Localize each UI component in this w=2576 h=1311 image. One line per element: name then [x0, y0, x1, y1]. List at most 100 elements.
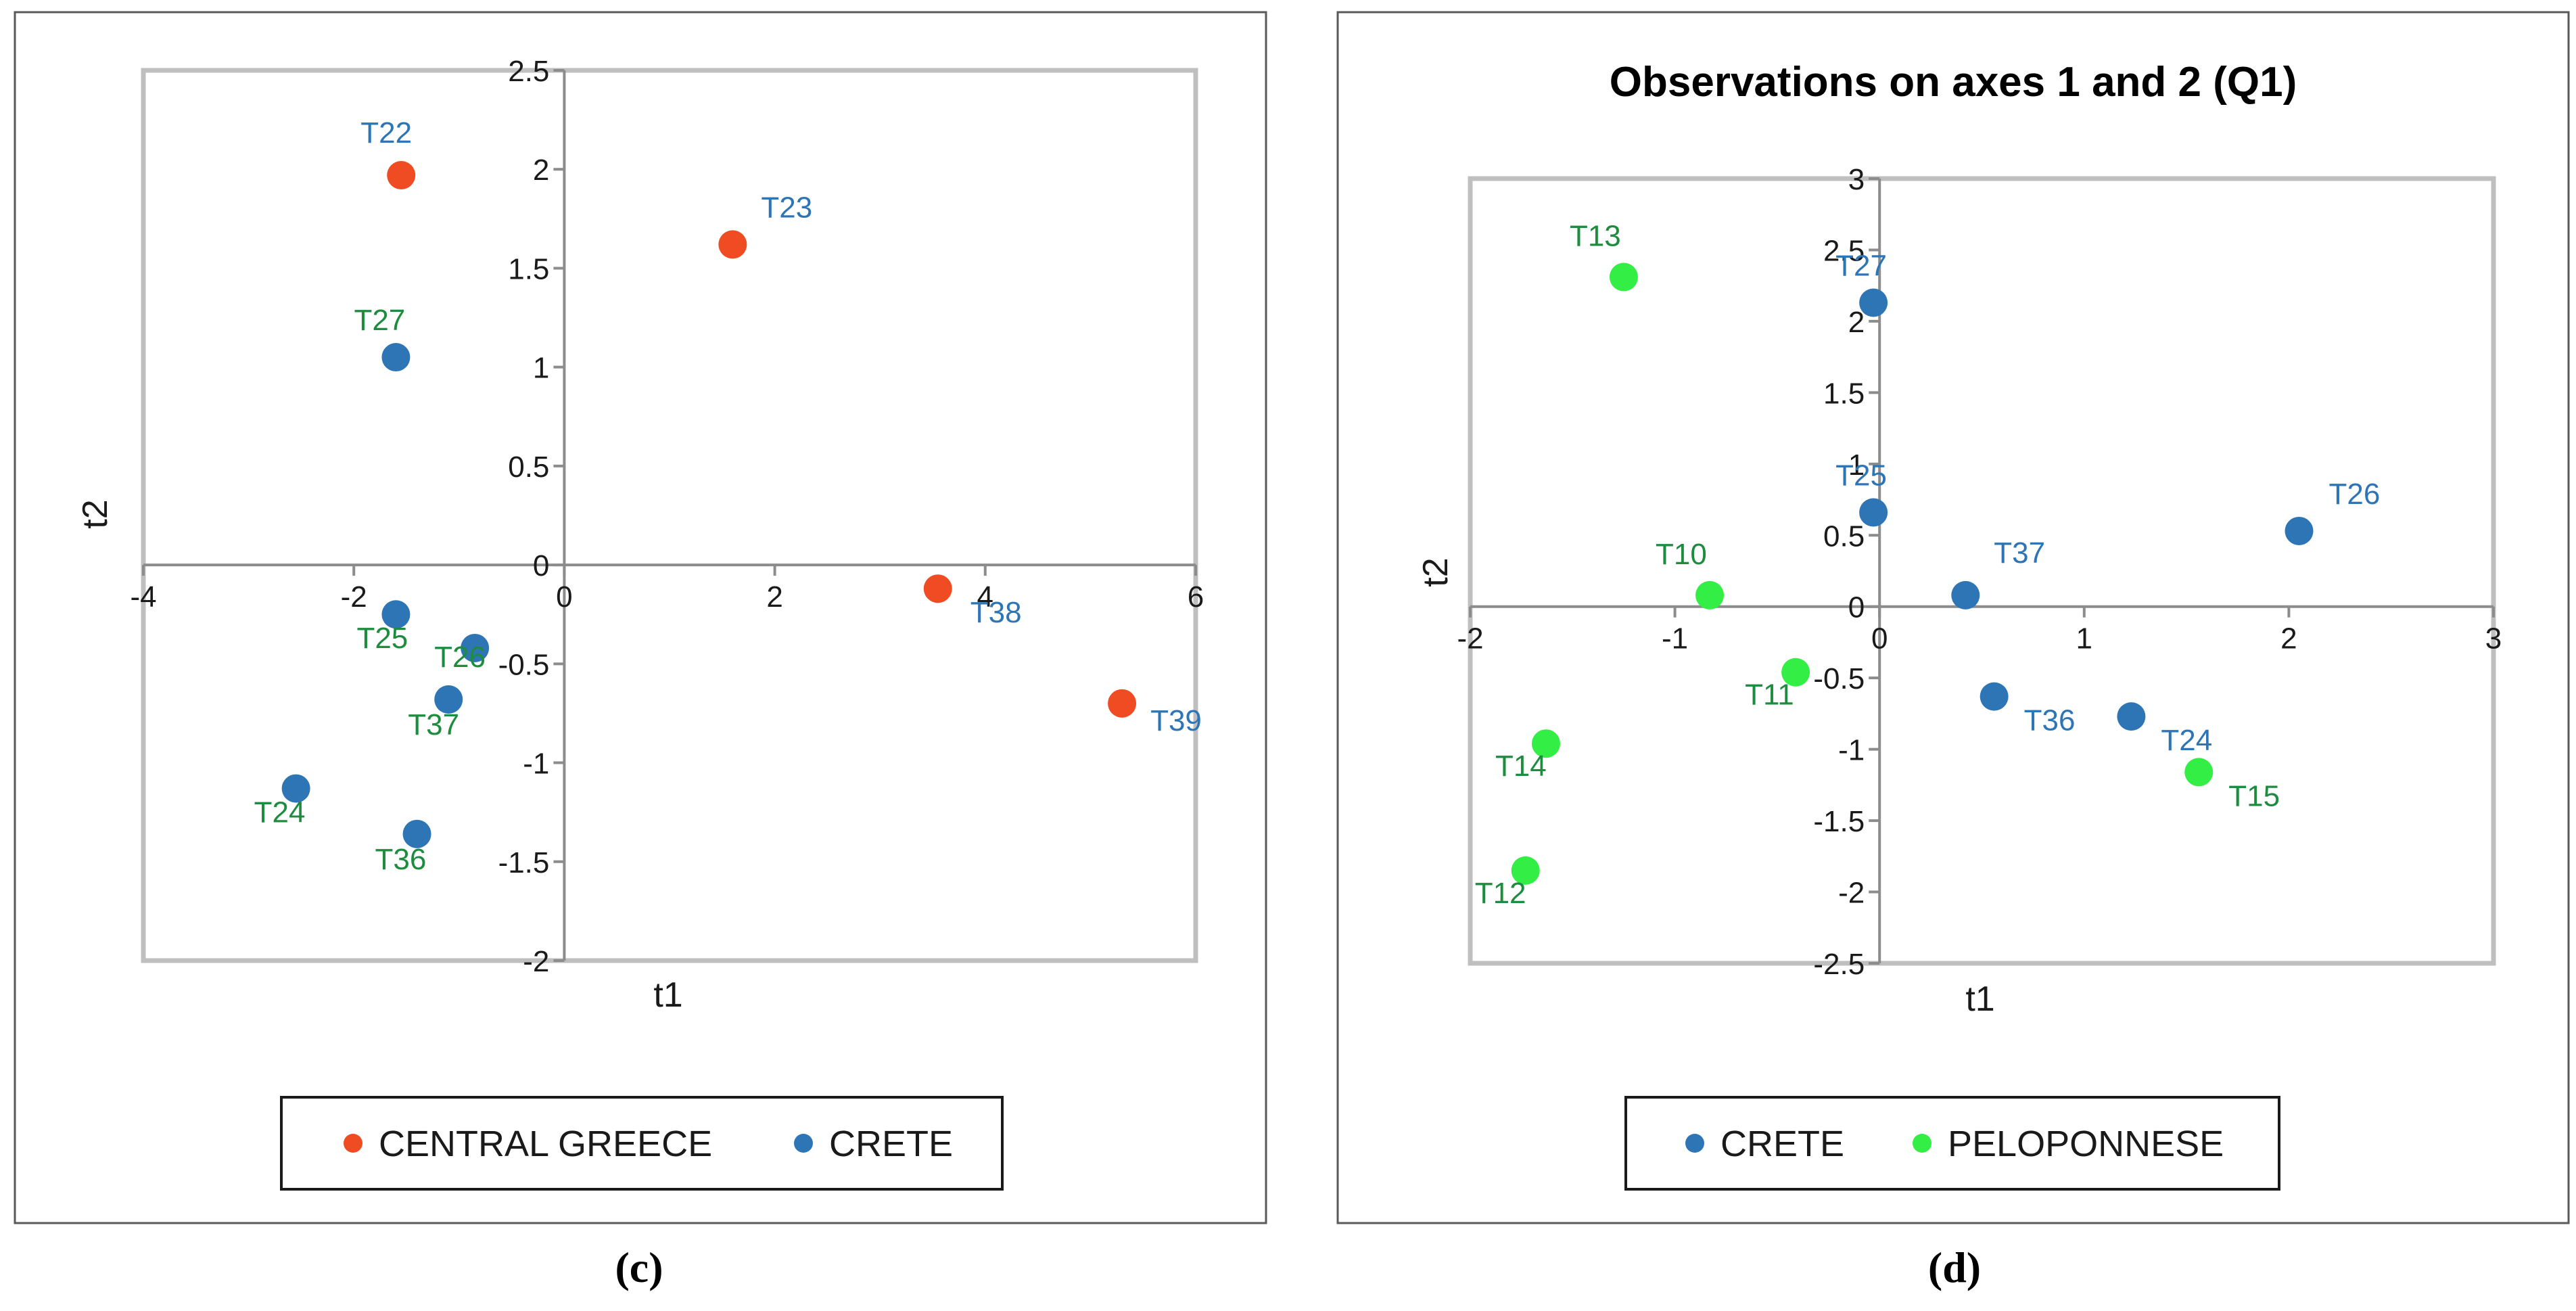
data-point-t10: [1695, 580, 1725, 610]
data-point-t13: [1609, 262, 1638, 292]
chart-panel-d: Observations on axes 1 and 2 (Q1) -2 -1 0 1 2…: [1336, 11, 2570, 1291]
data-point-t38: [923, 574, 952, 603]
data-point-t37: [1951, 580, 1980, 610]
legend-label: CRETE: [829, 1124, 953, 1164]
data-point-t26: [2285, 516, 2314, 545]
data-label-t37: T37: [1994, 536, 2045, 570]
y-tick-label: -1: [1838, 734, 1865, 767]
data-point-t25: [381, 600, 411, 629]
data-label-t11: T11: [1745, 678, 1794, 712]
series-crete: T27 T25 T37 T26 T36 T24: [1835, 249, 2380, 757]
series-peloponnese: T13 T10 T11 T14 T12 T15: [1475, 220, 2280, 910]
data-label-t14: T14: [1495, 750, 1547, 783]
chart-title: Observations on axes 1 and 2 (Q1): [1610, 59, 2297, 106]
data-label-t10: T10: [1656, 538, 1707, 571]
y-tick-label: 3: [1848, 163, 1865, 196]
data-label-t15: T15: [2228, 779, 2280, 812]
data-point-t12: [1511, 856, 1540, 885]
data-label-t24: T24: [254, 796, 306, 829]
y-tick-label: 2: [533, 154, 549, 187]
y-tick-label: 0: [1848, 591, 1865, 624]
plot-area: [141, 68, 1198, 963]
y-tick-label: -2: [1838, 877, 1865, 910]
x-tick-label: -1: [1662, 622, 1688, 656]
data-point-t11: [1781, 658, 1810, 687]
data-point-t24: [281, 774, 310, 803]
y-tick-label: 1: [1848, 448, 1865, 482]
data-point-t14: [1531, 729, 1560, 758]
data-label-t23: T23: [761, 191, 812, 224]
legend-marker: [1685, 1134, 1704, 1153]
plot-area: [1468, 176, 2496, 966]
legend-label: CENTRAL GREECE: [379, 1124, 712, 1164]
data-point-t37: [434, 685, 463, 714]
x-axis-title: t1: [1965, 980, 1994, 1019]
x-tick-label: -4: [130, 580, 156, 614]
x-axis-title: t1: [653, 975, 682, 1015]
y-tick-label: 2.5: [1823, 234, 1865, 267]
y-tick-label: 0.5: [1823, 520, 1865, 553]
data-point-t22: [387, 160, 416, 189]
data-label-t27: T27: [1835, 249, 1887, 282]
x-tick-label: 6: [1188, 580, 1204, 614]
data-label-t36: T36: [2024, 704, 2076, 737]
y-tick-label: 1.5: [1823, 377, 1865, 410]
chart-frame: [1336, 11, 2570, 1224]
data-label-t27: T27: [354, 304, 405, 337]
data-point-t25: [1859, 498, 1888, 527]
x-tick-label: -2: [1457, 622, 1483, 656]
data-label-t38: T38: [970, 596, 1022, 629]
data-label-t22: T22: [360, 116, 412, 150]
x-tick-label: 4: [977, 580, 993, 614]
y-axis-title: t2: [1416, 557, 1455, 586]
data-label-t26: T26: [434, 641, 486, 674]
y-tick-label: -0.5: [498, 648, 550, 681]
x-tick-label: 3: [2485, 622, 2502, 656]
data-point-t15: [2184, 758, 2214, 787]
chart-panel-c: -4 -2 0 2 4 6-2-1.5-1-0.500.511.522.5t1t2T22T…: [14, 11, 1267, 1291]
y-tick-label: -1: [523, 748, 549, 781]
data-label-t25: T25: [356, 622, 408, 655]
data-point-t27: [1859, 288, 1888, 317]
y-tick-label: 1: [533, 352, 549, 385]
x-tick-label: -2: [341, 580, 367, 614]
panel-label: (c): [615, 1243, 663, 1291]
y-tick-label: -1.5: [1813, 805, 1865, 838]
series-central-greece: T22 T23 T38 T39: [360, 116, 1202, 737]
legend: [280, 1096, 1004, 1191]
legend-marker: [794, 1134, 813, 1153]
x-tick-label: 2: [2280, 622, 2297, 656]
panel-label: (d): [1928, 1243, 1981, 1291]
data-point-t26: [461, 633, 490, 662]
y-tick-label: 0: [533, 549, 549, 582]
data-label-t25: T25: [1835, 459, 1887, 492]
legend: [1624, 1096, 2280, 1191]
y-tick-label: 2: [1848, 306, 1865, 339]
data-label-t13: T13: [1570, 220, 1621, 253]
y-axis-title: t2: [76, 499, 115, 528]
x-tick-label: 2: [766, 580, 782, 614]
data-point-t36: [1980, 682, 2009, 711]
data-point-t39: [1108, 689, 1137, 718]
data-point-t27: [381, 343, 411, 372]
data-point-t36: [402, 819, 431, 848]
series-crete: T27 T25 T26 T37 T24 T36: [254, 304, 490, 876]
data-label-t26: T26: [2329, 478, 2381, 511]
data-label-t24: T24: [2161, 724, 2212, 757]
data-label-t12: T12: [1475, 877, 1526, 910]
chart-frame: [14, 11, 1267, 1224]
x-tick-label: 1: [2076, 622, 2092, 656]
legend-label: PELOPONNESE: [1948, 1124, 2224, 1164]
data-label-t36: T36: [375, 843, 427, 876]
y-tick-label: 1.5: [508, 252, 549, 285]
y-tick-label: -2: [523, 945, 549, 978]
data-label-t37: T37: [408, 708, 459, 741]
legend-marker: [344, 1134, 362, 1153]
data-point-t24: [2117, 702, 2146, 731]
data-point-t23: [718, 230, 747, 259]
x-tick-label: 0: [556, 580, 572, 614]
y-tick-label: -1.5: [498, 846, 550, 879]
y-tick-label: -2.5: [1813, 948, 1865, 981]
x-tick-label: 0: [1871, 622, 1888, 656]
